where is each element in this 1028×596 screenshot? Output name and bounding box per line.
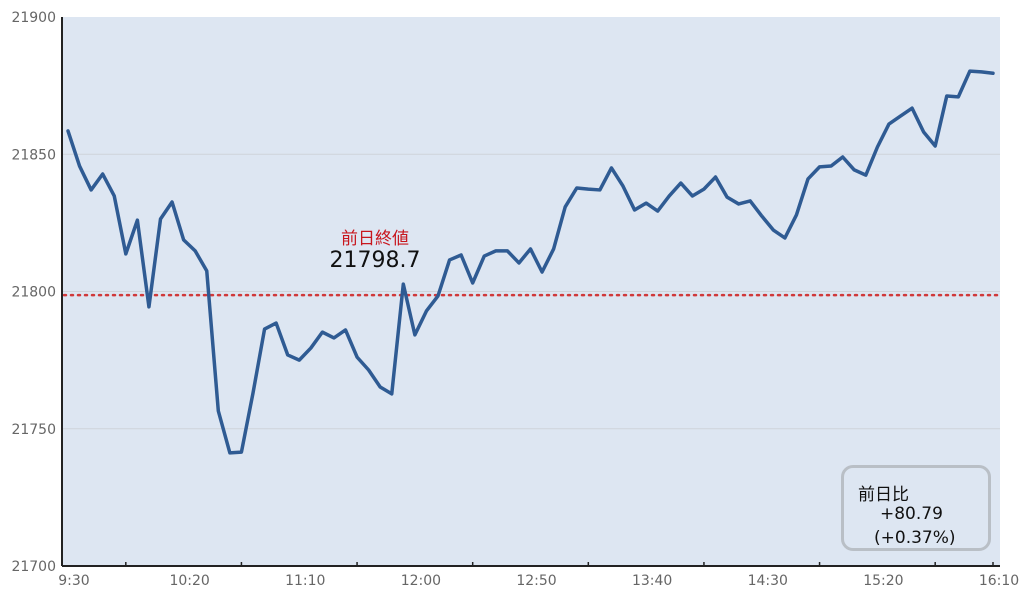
change-title: 前日比 xyxy=(858,485,909,505)
y-tick-label: 21700 xyxy=(11,559,56,575)
change-percent: (+0.37%) xyxy=(874,528,956,548)
x-tick-label: 10:20 xyxy=(169,573,209,589)
y-tick-label: 21800 xyxy=(11,285,56,301)
change-info-box: 前日比 +80.79 (+0.37%) xyxy=(841,465,991,551)
x-tick-label: 15:20 xyxy=(863,573,903,589)
x-tick-label: 12:00 xyxy=(401,573,441,589)
y-tick-label: 21850 xyxy=(11,147,56,163)
prev-close-label: 前日終値 xyxy=(341,229,409,249)
x-tick-label: 14:30 xyxy=(748,573,788,589)
y-tick-label: 21900 xyxy=(11,10,56,26)
x-tick-label: 16:10 xyxy=(979,573,1019,589)
x-tick-label: 12:50 xyxy=(516,573,556,589)
y-tick-label: 21750 xyxy=(11,422,56,438)
x-tick-label: 13:40 xyxy=(632,573,672,589)
x-tick-label: 9:30 xyxy=(58,573,89,589)
prev-close-value: 21798.7 xyxy=(329,248,421,273)
x-tick-label: 11:10 xyxy=(285,573,325,589)
change-value: +80.79 xyxy=(880,504,943,524)
